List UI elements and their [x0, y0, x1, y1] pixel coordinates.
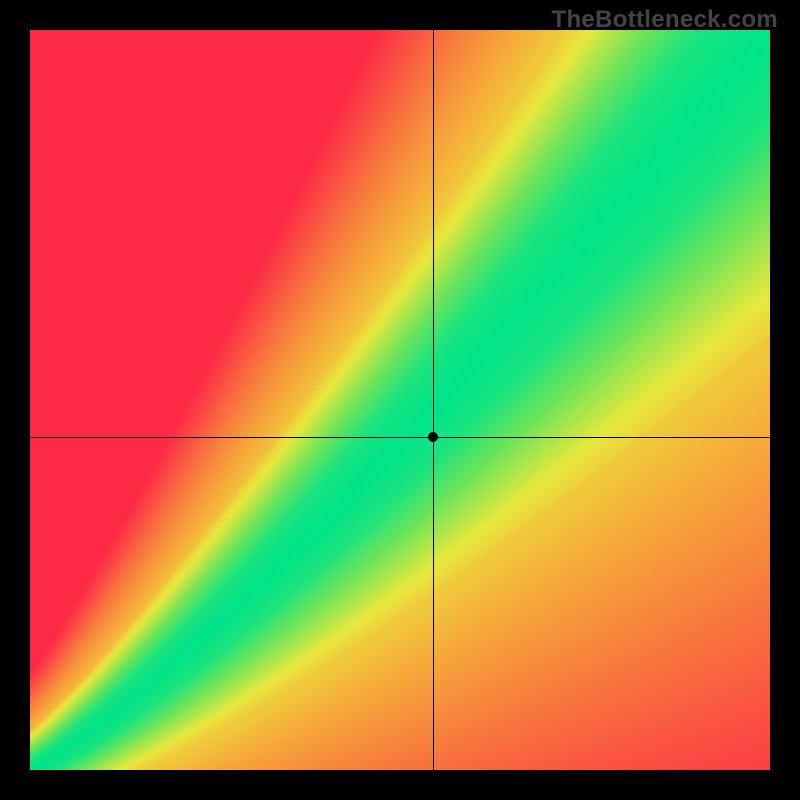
- heatmap-plot-area: [30, 30, 770, 770]
- watermark-text: TheBottleneck.com: [552, 6, 778, 34]
- figure-container: TheBottleneck.com: [0, 0, 800, 800]
- crosshair-vertical: [433, 30, 434, 770]
- heatmap-canvas: [30, 30, 770, 770]
- crosshair-horizontal: [30, 437, 770, 438]
